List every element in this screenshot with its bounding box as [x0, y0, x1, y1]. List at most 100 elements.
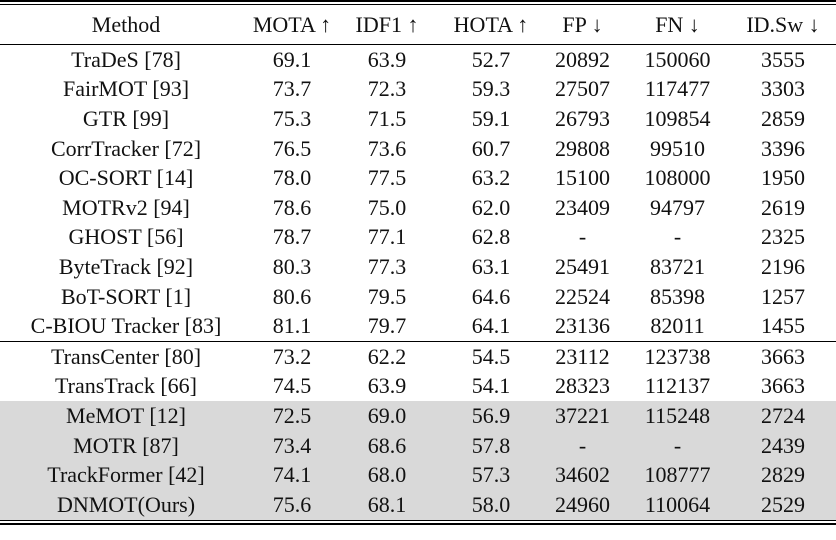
table-row: GTR [99] 75.3 71.5 59.1 26793 109854 2859	[0, 104, 836, 134]
metric-cell: 2325	[761, 224, 805, 250]
metric-cell: 2724	[730, 401, 836, 431]
metric-cell: 80.3	[272, 253, 312, 279]
method-cell: ByteTrack [92]	[58, 253, 194, 279]
metric-cell: 78.0	[272, 165, 312, 191]
table-row: TransTrack [66] 74.5 63.9 54.1 28323 112137 36…	[0, 372, 836, 402]
metric-cell: -	[578, 224, 587, 250]
metric-cell: 110064	[625, 489, 730, 520]
metric-cell: 72.5	[252, 401, 332, 431]
metric-cell: 62.8	[471, 224, 511, 250]
metric-cell: 75.6	[252, 489, 332, 520]
metric-cell: 2619	[761, 194, 805, 220]
table-row: TraDeS [78] 69.1 63.9 52.7 20892 150060 3555	[0, 45, 836, 75]
metric-cell: 54.1	[471, 373, 511, 399]
metric-cell: 37221	[540, 401, 625, 431]
metric-cell: 68.6	[332, 430, 442, 461]
metric-cell: 94797	[650, 194, 705, 220]
table-row: CorrTracker [72] 76.5 73.6 60.7 29808 99510 33…	[0, 134, 836, 164]
metric-cell: 57.3	[442, 460, 540, 490]
metric-cell: 109854	[644, 105, 711, 131]
metric-cell: 108777	[625, 460, 730, 490]
metric-cell: 25491	[555, 253, 610, 279]
metric-cell: 56.9	[442, 401, 540, 431]
metric-cell: 2439	[730, 430, 836, 461]
metric-cell: 83721	[650, 253, 705, 279]
metric-cell: 108000	[644, 165, 711, 191]
column-header: FN ↓	[625, 5, 730, 45]
metric-cell: 75.3	[272, 105, 312, 131]
metric-cell: 20892	[555, 46, 610, 72]
metric-cell: 63.9	[367, 373, 407, 399]
metric-cell: 59.3	[471, 76, 511, 102]
method-cell: OC-SORT [14]	[58, 165, 194, 191]
metric-cell: 63.9	[367, 46, 407, 72]
metric-cell: 52.7	[471, 46, 511, 72]
metric-cell: 2829	[730, 460, 836, 490]
method-cell: MOTR [87]	[0, 430, 252, 461]
metric-cell: 23136	[555, 313, 610, 339]
metric-cell: 3555	[761, 46, 805, 72]
metric-cell: 123738	[625, 340, 730, 372]
method-cell: TransCenter [80]	[0, 340, 252, 372]
metric-cell: 29808	[555, 135, 610, 161]
metric-cell: 1257	[761, 283, 805, 309]
metric-cell: 74.5	[272, 373, 312, 399]
method-cell: C-BIOU Tracker [83]	[30, 313, 222, 339]
table-row: C-BIOU Tracker [83] 81.1 79.7 64.1 23136 8201…	[0, 311, 836, 341]
metric-cell: 69.0	[332, 401, 442, 431]
metric-cell: 75.0	[367, 194, 407, 220]
metric-cell: 64.1	[471, 313, 511, 339]
metric-cell: 63.2	[471, 165, 511, 191]
metric-cell: -	[673, 224, 682, 250]
metric-cell: 64.6	[471, 283, 511, 309]
metric-cell: 117477	[644, 76, 711, 102]
metric-cell: 85398	[650, 283, 705, 309]
metric-cell: 73.6	[367, 135, 407, 161]
metric-cell: 2529	[730, 489, 836, 520]
metric-cell: 3663	[730, 340, 836, 372]
metric-cell: 74.1	[252, 460, 332, 490]
metric-cell: 77.3	[367, 253, 407, 279]
method-cell: TraDeS [78]	[71, 46, 181, 72]
column-header: ID.Sw ↓	[730, 5, 836, 45]
metric-cell: 80.6	[272, 283, 312, 309]
metric-cell: 78.6	[272, 194, 312, 220]
metric-cell: 73.7	[272, 76, 312, 102]
metric-cell: 73.4	[252, 430, 332, 461]
metric-cell: 63.1	[471, 253, 511, 279]
metric-cell: 112137	[644, 373, 711, 399]
metric-cell: 3663	[761, 373, 805, 399]
column-header: MOTA ↑	[252, 5, 332, 45]
method-cell: BoT-SORT [1]	[60, 283, 192, 309]
metric-cell: 57.8	[442, 430, 540, 461]
metric-cell: 15100	[555, 165, 610, 191]
method-cell: MeMOT [12]	[0, 401, 252, 431]
metric-cell: 99510	[650, 135, 705, 161]
metric-cell: 69.1	[272, 46, 312, 72]
column-header: FP ↓	[540, 5, 625, 45]
method-cell: TrackFormer [42]	[0, 460, 252, 490]
metric-cell: 62.2	[332, 340, 442, 372]
metric-cell: 79.7	[367, 313, 407, 339]
metric-cell: 62.0	[471, 194, 511, 220]
table-row: MOTRv2 [94] 78.6 75.0 62.0 23409 94797 2619	[0, 193, 836, 223]
metric-cell: 81.1	[272, 313, 312, 339]
header-row: Method MOTA ↑ IDF1 ↑ HOTA ↑ FP ↓ FN ↓ ID.Sw ↓	[0, 5, 836, 45]
table-row: MeMOT [12] 72.5 69.0 56.9 37221 115248 2724	[0, 401, 836, 431]
metric-cell: 22524	[555, 283, 610, 309]
metric-cell: 2196	[761, 253, 805, 279]
method-cell: CorrTracker [72]	[50, 135, 202, 161]
metric-cell: 3303	[761, 76, 805, 102]
metric-cell: -	[625, 430, 730, 461]
metric-cell: 68.0	[332, 460, 442, 490]
table-row: MOTR [87] 73.4 68.6 57.8- -2439	[0, 430, 836, 461]
method-cell: GHOST [56]	[68, 224, 184, 250]
metric-cell: 77.1	[367, 224, 407, 250]
method-cell: TransTrack [66]	[55, 373, 197, 399]
table-row: FairMOT [93] 73.7 72.3 59.3 27507 117477 3303	[0, 75, 836, 105]
metric-cell: 79.5	[367, 283, 407, 309]
metric-cell: 23409	[555, 194, 610, 220]
metric-cell: 76.5	[272, 135, 312, 161]
table-row: TransCenter [80] 73.2 62.2 54.5 23112 123738 3…	[0, 340, 836, 372]
